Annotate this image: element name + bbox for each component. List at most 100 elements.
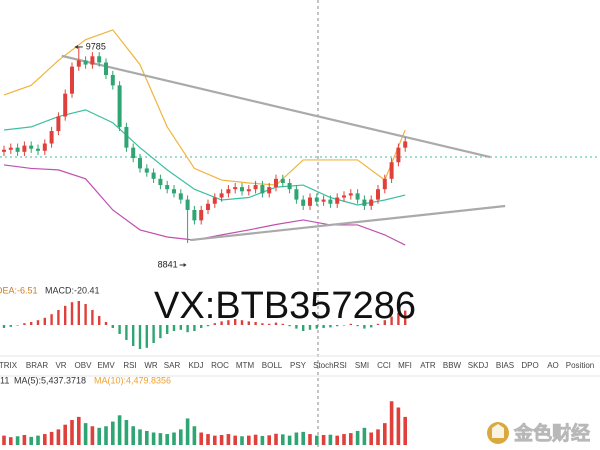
macd-bar: [349, 323, 352, 325]
volume-bar: [43, 434, 47, 445]
macd-bar: [179, 325, 182, 330]
price-label: 8841: [158, 259, 178, 269]
candle-body: [151, 172, 156, 179]
candle-body: [280, 178, 285, 183]
volume-bar: [77, 416, 81, 445]
band-line: [3, 29, 406, 186]
volume-bar: [131, 426, 135, 445]
indicator-tab[interactable]: DPO: [521, 361, 538, 370]
candle-body: [97, 56, 102, 63]
macd-bar: [397, 313, 400, 325]
volume-bar: [342, 434, 346, 445]
macd-bar: [363, 325, 366, 329]
indicator-tab[interactable]: SMI: [355, 361, 369, 370]
indicator-tab[interactable]: KDJ: [188, 361, 203, 370]
volume-bar: [247, 435, 251, 445]
indicator-tab[interactable]: ATR: [420, 361, 436, 370]
macd-bar: [295, 325, 298, 329]
candle-body: [192, 209, 197, 221]
candle-body: [246, 189, 251, 192]
indicator-tab[interactable]: SKDJ: [468, 361, 488, 370]
candle-body: [178, 193, 183, 200]
macd-bar: [383, 320, 386, 325]
macd-bar: [43, 317, 46, 325]
indicator-tab[interactable]: CCI: [377, 361, 391, 370]
volume-bar: [369, 432, 373, 445]
indicator-tab[interactable]: BBW: [443, 361, 462, 370]
volume-bar: [274, 433, 278, 445]
candle-body: [49, 131, 54, 144]
macd-bar: [64, 305, 67, 325]
candle-body: [287, 182, 292, 190]
candle-body: [131, 147, 136, 159]
macd-bar: [84, 304, 87, 325]
macd-bar: [247, 321, 250, 325]
macd-bar: [336, 325, 339, 327]
indicator-tab[interactable]: OBV: [75, 361, 93, 370]
volume-bar: [36, 435, 40, 445]
macd-bar: [30, 322, 33, 325]
macd-bar: [9, 325, 12, 327]
indicator-tab[interactable]: VR: [55, 361, 66, 370]
indicator-tab[interactable]: StochRSI: [313, 361, 347, 370]
indicator-tab[interactable]: BOLL: [262, 361, 283, 370]
candle-body: [321, 199, 326, 202]
candle-body: [260, 185, 265, 194]
candle-body: [376, 189, 380, 200]
indicator-tab[interactable]: TRIX: [0, 361, 18, 370]
indicator-tab[interactable]: PSY: [290, 361, 307, 370]
indicator-tab[interactable]: EMV: [97, 361, 115, 370]
volume-bar: [362, 427, 367, 445]
volume-bar: [383, 423, 387, 445]
volume-bar: [240, 436, 244, 445]
macd-bar: [404, 310, 407, 325]
indicator-tab[interactable]: BIAS: [496, 361, 514, 370]
candle-body: [70, 66, 74, 94]
candle-body: [369, 199, 374, 206]
volume-bar: [253, 434, 258, 445]
volume-bar: [83, 423, 88, 445]
macd-bar: [186, 325, 189, 333]
volume-bar: [151, 432, 156, 445]
volume-bar: [165, 434, 169, 445]
candle-body: [165, 185, 170, 190]
macd-bar: [342, 325, 346, 326]
candle-body: [2, 149, 6, 152]
macd-bar: [315, 325, 318, 329]
macd-bar: [356, 325, 359, 327]
indicator-tab[interactable]: RSI: [123, 361, 136, 370]
macd-bar: [254, 322, 257, 325]
candle-body: [138, 158, 142, 169]
macd-bar: [16, 325, 19, 326]
indicator-tab[interactable]: ROC: [211, 361, 229, 370]
candle-body: [199, 209, 204, 221]
macd-bar: [390, 316, 393, 325]
candle-body: [389, 162, 394, 179]
indicator-tab[interactable]: MTM: [236, 361, 255, 370]
macd-bar: [329, 325, 332, 328]
indicator-tab[interactable]: WR: [144, 361, 158, 370]
volume-bar: [403, 416, 407, 445]
indicator-tab[interactable]: AO: [547, 361, 559, 370]
logo-icon-glyph: [492, 424, 504, 438]
volume-bar: [145, 430, 149, 445]
indicator-tab[interactable]: SAR: [164, 361, 181, 370]
logo-text: 金色财经: [513, 422, 590, 445]
volume-bar: [22, 435, 27, 445]
indicator-tab[interactable]: BRAR: [26, 361, 48, 370]
price-label: 9785: [86, 41, 106, 51]
volume-bar: [70, 420, 74, 445]
candle-body: [396, 147, 401, 163]
macd-bar: [50, 314, 53, 325]
indicator-tab[interactable]: Position: [566, 361, 594, 370]
volume-bar: [335, 435, 339, 445]
macd-bar: [376, 323, 380, 325]
trendline: [190, 204, 506, 242]
candle-body: [226, 189, 231, 194]
volume-bar: [124, 420, 129, 445]
macd-bar: [200, 325, 203, 328]
volume-bar: [206, 434, 210, 445]
indicator-tab[interactable]: MFI: [398, 361, 412, 370]
candle-body: [274, 178, 278, 188]
macd-bar: [261, 323, 264, 325]
